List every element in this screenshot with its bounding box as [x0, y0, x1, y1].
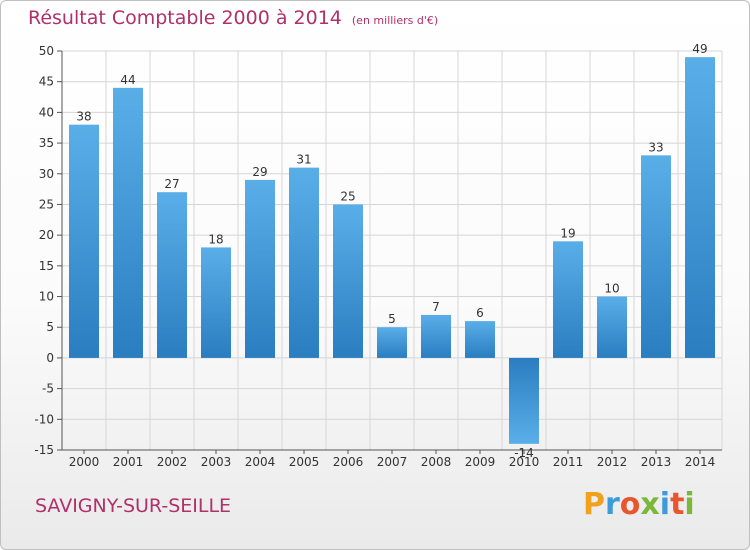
y-tick-label: 0: [46, 351, 54, 365]
bar-2014: [685, 57, 715, 358]
logo-letter: P: [583, 487, 605, 522]
y-tick-label: 10: [39, 290, 54, 304]
data-label: -14: [514, 446, 534, 460]
data-label: 7: [432, 300, 440, 314]
bar-2005: [289, 167, 319, 358]
data-label: 5: [388, 312, 396, 326]
y-tick-label: 5: [46, 320, 54, 334]
logo-letter: x: [640, 487, 660, 522]
commune-name: SAVIGNY-SUR-SEILLE: [35, 495, 232, 517]
bar-2003: [201, 247, 231, 358]
data-label: 19: [560, 226, 575, 240]
y-tick-label: 30: [39, 167, 54, 181]
data-label: 44: [120, 73, 135, 87]
x-tick-label: 2003: [201, 455, 232, 469]
y-tick-label: 20: [39, 228, 54, 242]
data-label: 31: [296, 153, 311, 167]
bar-2012: [597, 296, 627, 358]
y-tick-label: -5: [42, 382, 54, 396]
x-tick-label: 2010: [509, 455, 540, 469]
data-label: 29: [252, 165, 267, 179]
y-tick-label: 50: [39, 44, 54, 58]
bar-2001: [113, 87, 143, 358]
bar-2009: [465, 321, 495, 358]
logo-letter: o: [619, 487, 641, 522]
bar-2000: [69, 124, 99, 358]
data-labels: 38 44 27 18 29 31 25 5 7 6 -14 19 10 33 49: [76, 42, 707, 460]
bar-2008: [421, 314, 451, 358]
logo-letter: t: [670, 487, 685, 522]
x-tick-label: 2006: [333, 455, 364, 469]
x-tick-label: 2000: [69, 455, 100, 469]
x-tick-label: 2014: [685, 455, 716, 469]
chart-title-text: Résultat Comptable 2000 à 2014: [28, 7, 342, 29]
x-tick-label: 2007: [377, 455, 408, 469]
data-label: 10: [604, 282, 619, 296]
chart-title: Résultat Comptable 2000 à 2014 (en millie…: [28, 7, 438, 29]
bar-2007: [377, 327, 407, 358]
logo-letter: i: [659, 487, 671, 522]
logo-letter: r: [605, 487, 620, 522]
x-tick-label: 2011: [553, 455, 584, 469]
bar-2004: [245, 179, 275, 358]
x-tick-label: 2001: [113, 455, 144, 469]
x-tick-label: 2009: [465, 455, 496, 469]
bar-2013: [641, 155, 671, 358]
logo-letter: i: [684, 487, 695, 522]
data-label: 27: [164, 177, 179, 191]
proxiti-logo: Proxiti: [583, 487, 695, 522]
data-label: 38: [76, 110, 91, 124]
y-tick-label: -15: [34, 443, 54, 457]
y-tick-label: 35: [39, 136, 54, 150]
bar-2002: [157, 192, 187, 358]
bar-2010: [509, 357, 539, 444]
y-tick-label: 15: [39, 259, 54, 273]
x-tick-label: 2005: [289, 455, 320, 469]
data-label: 18: [208, 232, 223, 246]
x-tick-label: 2008: [421, 455, 452, 469]
x-tick-label: 2002: [157, 455, 188, 469]
bars: [69, 57, 715, 444]
chart-subtitle: (en milliers d'€): [351, 14, 439, 27]
x-tick-label: 2004: [245, 455, 276, 469]
y-tick-label: 45: [39, 75, 54, 89]
axes: -15 -10 -5 0 5 10 15 20 25 30 35 40 45 50 2000 2001 2002…: [34, 44, 722, 469]
data-label: 25: [340, 189, 355, 203]
data-label: 49: [692, 42, 707, 56]
y-tick-label: -10: [34, 412, 54, 426]
bar-2011: [553, 241, 583, 358]
data-label: 6: [476, 306, 484, 320]
bar-2006: [333, 204, 363, 358]
y-tick-label: 40: [39, 105, 54, 119]
x-tick-label: 2012: [597, 455, 628, 469]
x-tick-label: 2013: [641, 455, 672, 469]
data-label: 33: [648, 140, 663, 154]
y-tick-label: 25: [39, 197, 54, 211]
